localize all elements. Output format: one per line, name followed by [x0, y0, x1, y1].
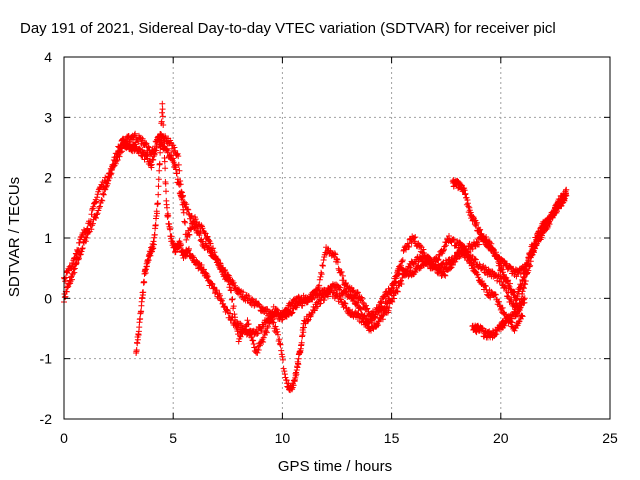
- series-track-c: [133, 100, 526, 394]
- series-markers: [133, 100, 526, 394]
- y-tick-label: 3: [44, 109, 52, 125]
- x-tick-label: 0: [60, 430, 68, 446]
- x-tick-label: 25: [602, 430, 618, 446]
- plot-area: [61, 100, 570, 394]
- axis-ticks: 0 5 10 15 20 25 -2 -1 0 1 2 3 4: [40, 49, 618, 446]
- x-tick-label: 20: [493, 430, 509, 446]
- y-axis-label: SDTVAR / TECUs: [6, 177, 23, 297]
- x-tick-label: 15: [384, 430, 400, 446]
- series-markers: [469, 295, 528, 341]
- series-track-d: [449, 177, 570, 304]
- y-tick-label: 2: [44, 170, 52, 186]
- y-tick-label: -2: [40, 411, 53, 427]
- x-tick-label: 5: [169, 430, 177, 446]
- y-tick-label: 1: [44, 230, 52, 246]
- series-track-e: [469, 295, 528, 341]
- y-tick-label: -1: [40, 351, 53, 367]
- x-axis-label: GPS time / hours: [278, 458, 392, 475]
- x-tick-label: 10: [275, 430, 291, 446]
- y-tick-label: 0: [44, 290, 52, 306]
- y-tick-label: 4: [44, 49, 52, 65]
- chart-title: Day 191 of 2021, Sidereal Day-to-day VTE…: [20, 20, 556, 37]
- series-markers: [449, 177, 570, 304]
